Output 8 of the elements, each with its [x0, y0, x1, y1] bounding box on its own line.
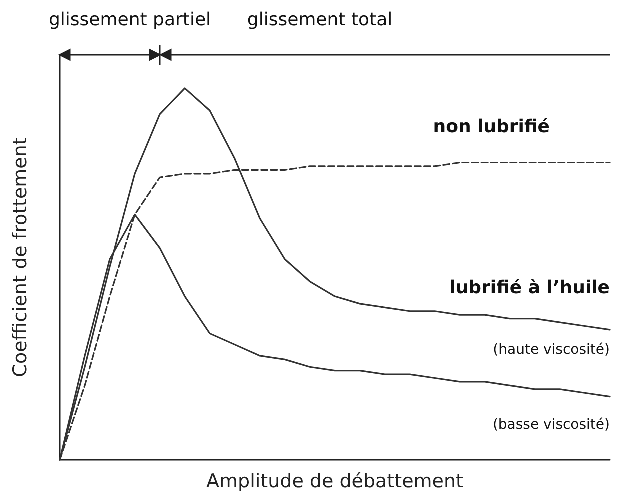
series-label: (basse viscosité): [492, 416, 610, 433]
series-label: non lubrifié: [433, 116, 550, 138]
annotation: lubrifié à l’huile: [450, 277, 610, 298]
series-label: (haute viscosité): [493, 342, 610, 358]
text: glissement partiel: [48, 10, 212, 30]
text: glissement total: [247, 10, 393, 30]
y-axis-title: Coefficient de frottement: [10, 138, 32, 378]
x-axis-title: Amplitude de débattement: [206, 470, 464, 492]
